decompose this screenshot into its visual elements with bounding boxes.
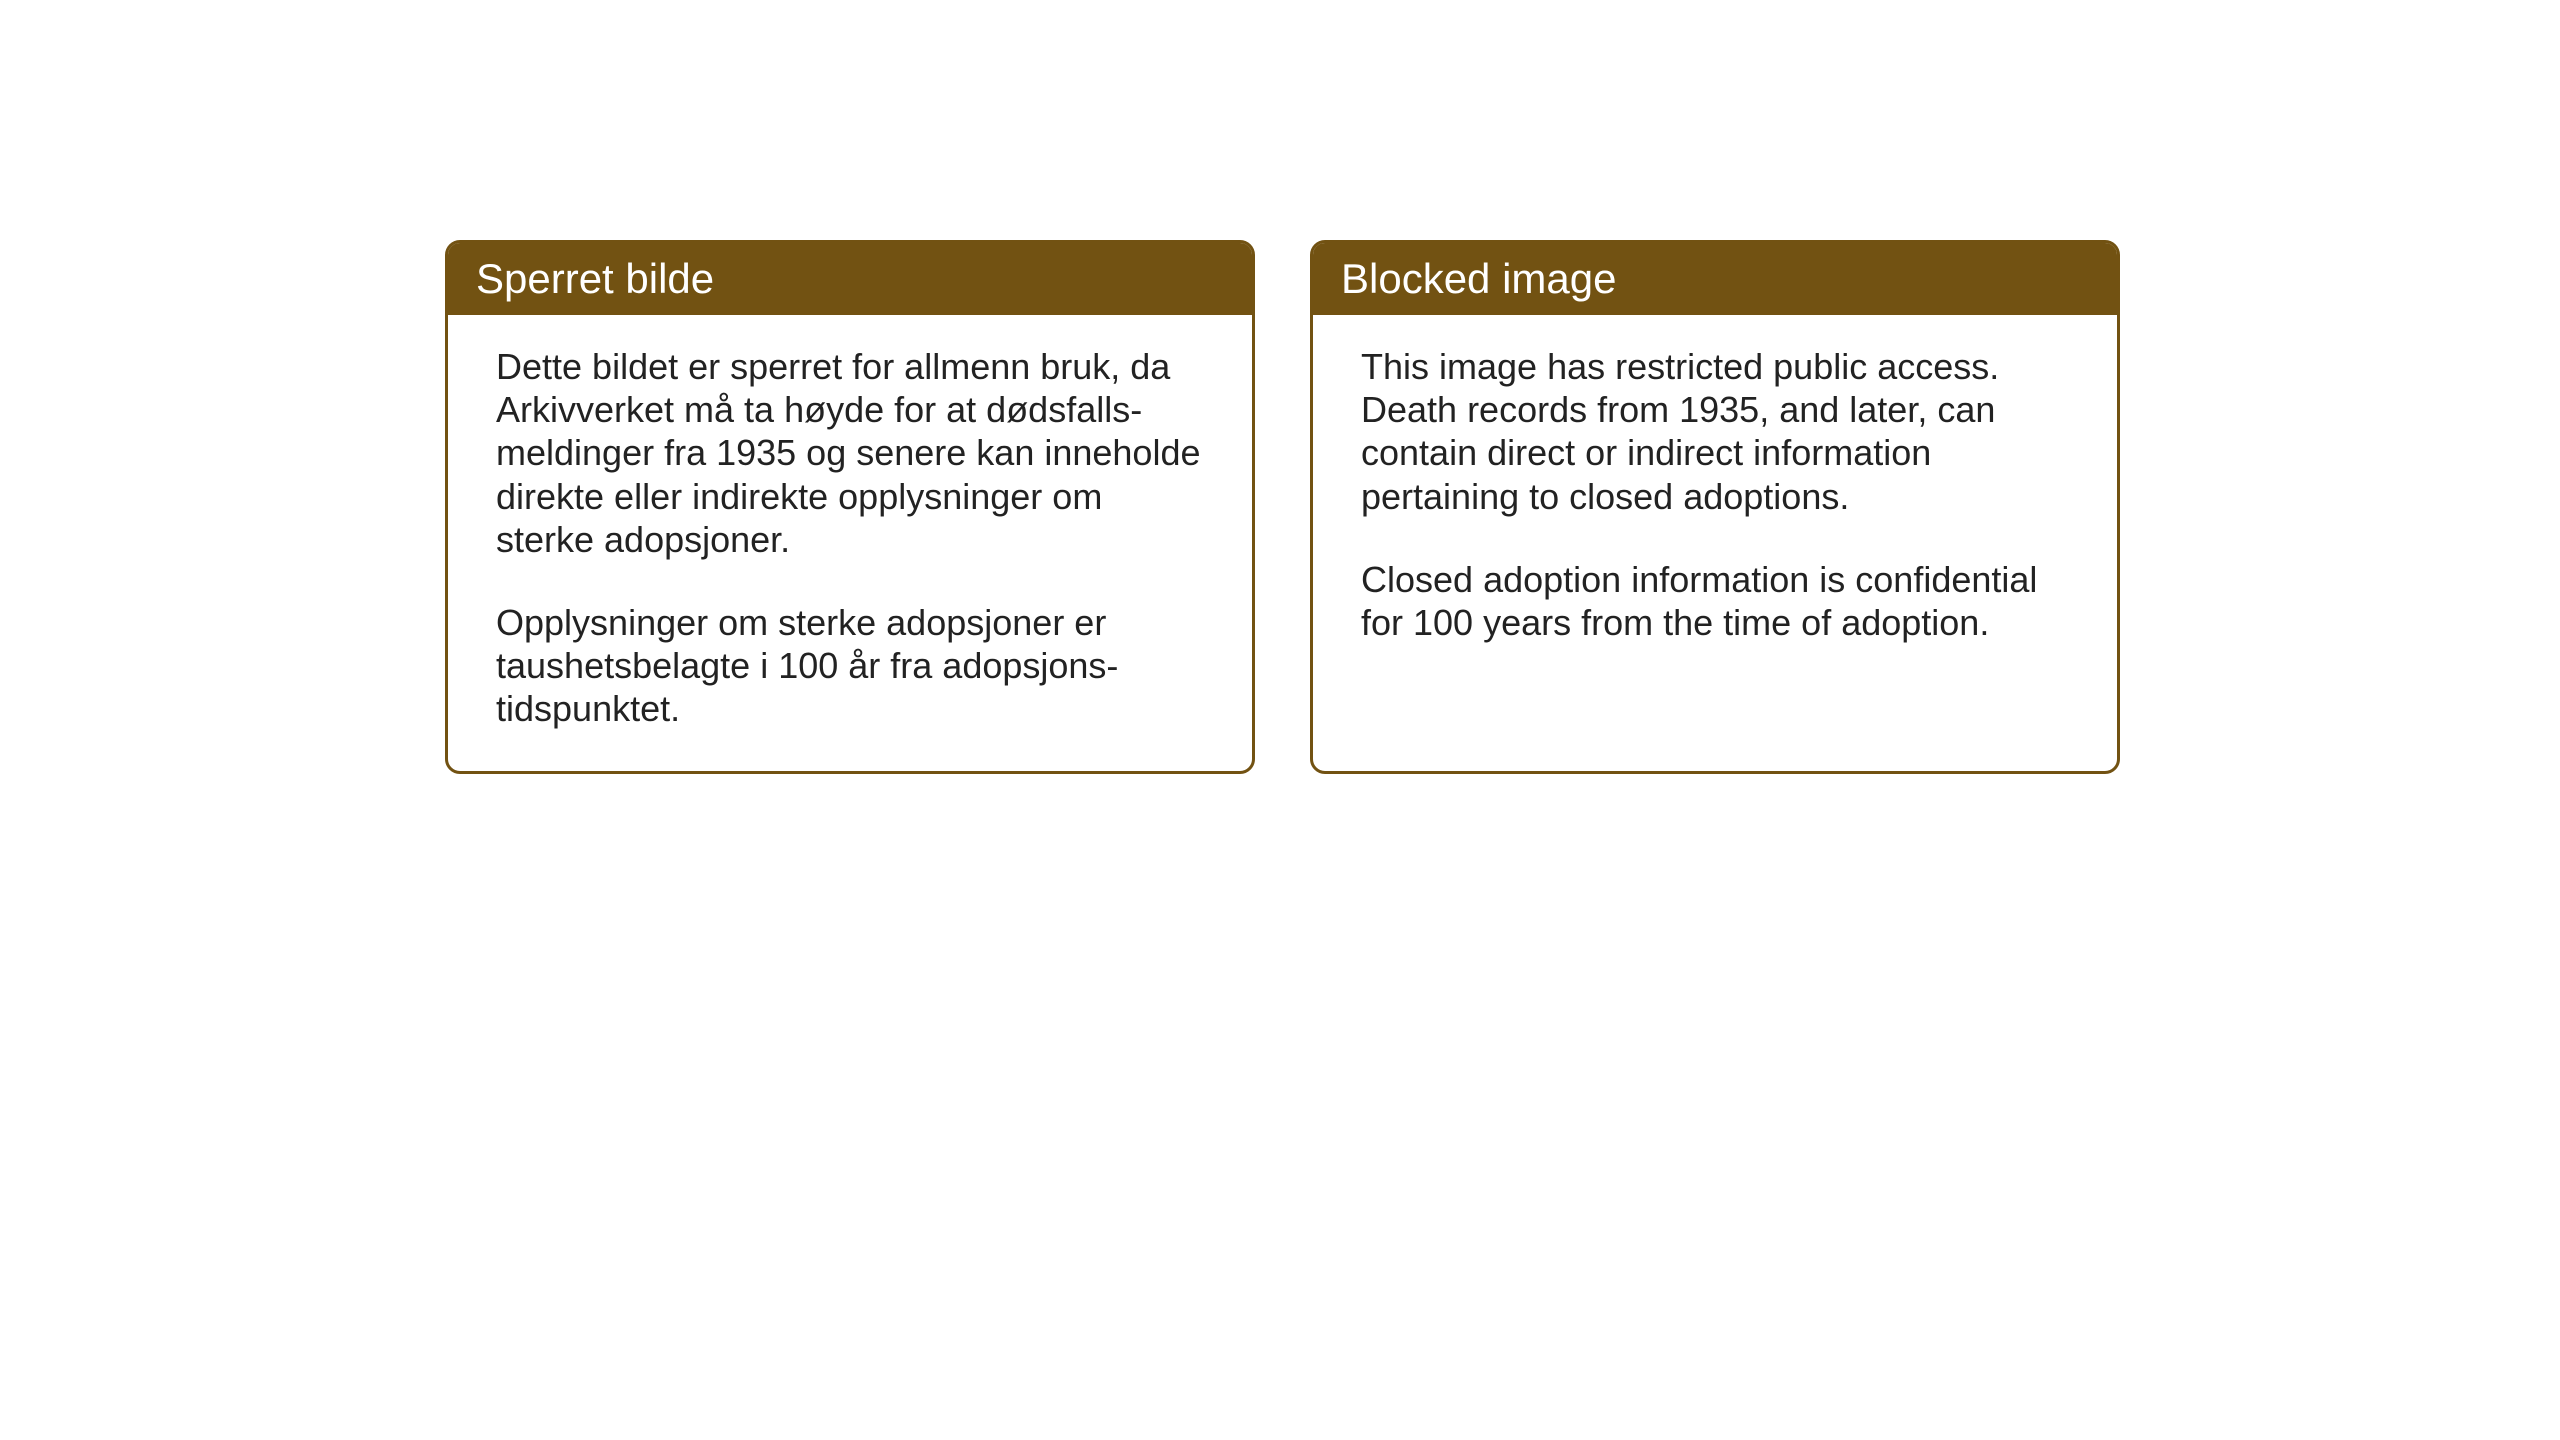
card-body-left: Dette bildet er sperret for allmenn bruk… <box>448 315 1252 771</box>
card-para1-left: Dette bildet er sperret for allmenn bruk… <box>496 345 1204 561</box>
card-header-right: Blocked image <box>1313 243 2117 315</box>
card-para1-right: This image has restricted public access.… <box>1361 345 2069 518</box>
card-header-left: Sperret bilde <box>448 243 1252 315</box>
card-norwegian: Sperret bilde Dette bildet er sperret fo… <box>445 240 1255 774</box>
card-english: Blocked image This image has restricted … <box>1310 240 2120 774</box>
card-title-left: Sperret bilde <box>476 255 714 302</box>
card-container: Sperret bilde Dette bildet er sperret fo… <box>0 0 2560 774</box>
card-body-right: This image has restricted public access.… <box>1313 315 2117 684</box>
card-title-right: Blocked image <box>1341 255 1616 302</box>
card-para2-left: Opplysninger om sterke adopsjoner er tau… <box>496 601 1204 731</box>
card-para2-right: Closed adoption information is confident… <box>1361 558 2069 644</box>
